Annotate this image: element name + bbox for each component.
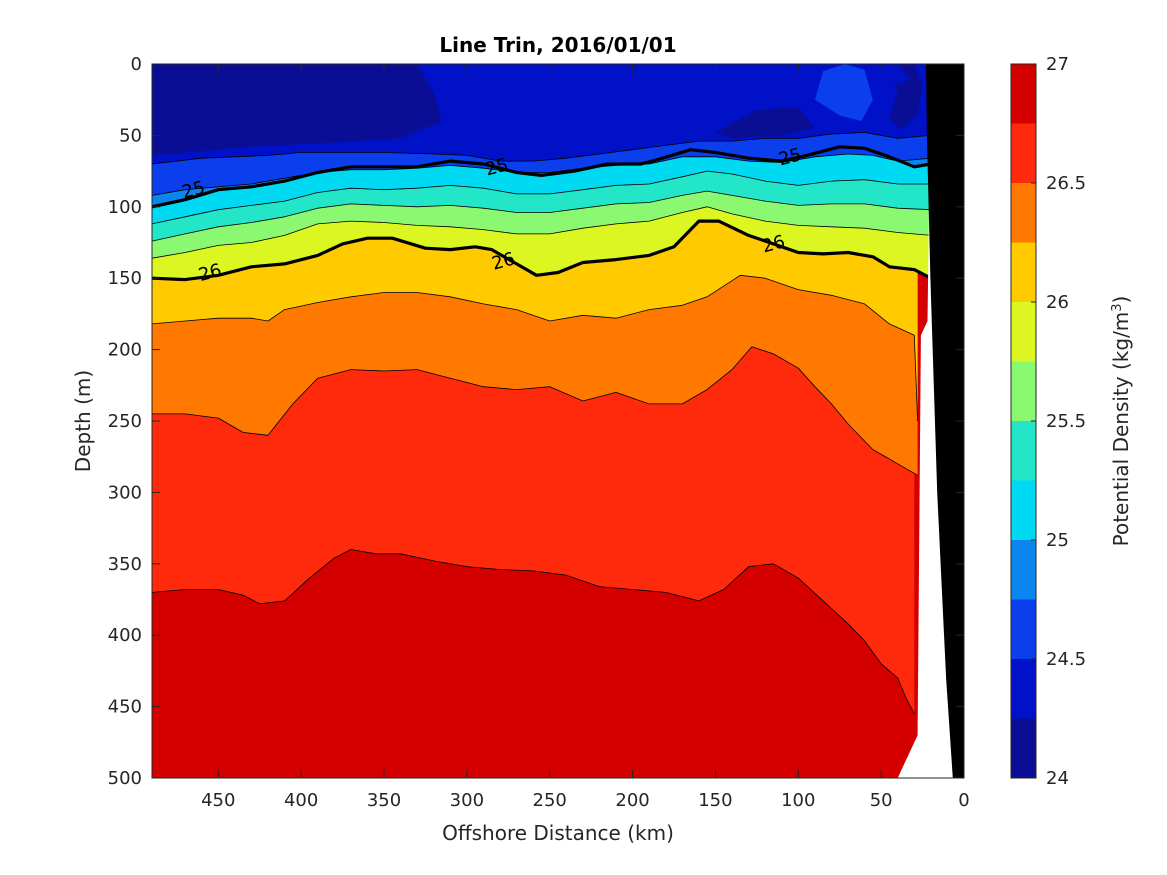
x-tick-label-150: 150	[698, 790, 732, 811]
isopycnal-25	[152, 145, 932, 209]
x-tick-label-100: 100	[781, 790, 815, 811]
x-tick-label-350: 350	[367, 790, 401, 811]
bathymetry-layer	[897, 64, 964, 778]
colorbar	[1010, 63, 1037, 779]
isopycnal-26	[152, 219, 932, 282]
y-tick-label-450: 450	[108, 697, 142, 718]
colorbar-segment-24.5	[1011, 599, 1036, 659]
isopycnal-25.5	[152, 190, 931, 242]
y-axis-label: Depth (m)	[71, 370, 95, 472]
isopycnal-26.75	[152, 549, 915, 714]
isopycnal-24.5	[152, 132, 931, 165]
isopycnal-24.75	[152, 153, 931, 196]
colorbar-segment-24	[1011, 718, 1036, 778]
colorbar-segment-26	[1011, 242, 1036, 302]
y-tick-label-100: 100	[108, 197, 142, 218]
isopycnal-25.75	[152, 206, 931, 259]
colorbar-segment-25.25	[1011, 421, 1036, 481]
colorbar-segment-25.75	[1011, 302, 1036, 362]
x-tick-label-200: 200	[615, 790, 649, 811]
isopycnal-26.5	[152, 346, 918, 476]
colorbar-tick-label-24: 24	[1046, 768, 1069, 789]
isopycnal-25.25	[152, 170, 931, 225]
x-axis-ticks: 450 400 350 300 250 200 150 100 50 0	[201, 64, 970, 811]
colorbar-tick-label-25.5: 25.5	[1046, 411, 1086, 432]
colorbar-segment-26.75	[1011, 64, 1036, 124]
x-tick-label-400: 400	[284, 790, 318, 811]
y-tick-label-250: 250	[108, 411, 142, 432]
colorbar-segment-26.5	[1011, 123, 1036, 183]
surface-patch-3	[814, 64, 873, 122]
x-tick-label-300: 300	[450, 790, 484, 811]
colorbar-tick-label-26: 26	[1046, 292, 1069, 313]
y-axis-ticks: 0 50 100 150 200 250 300 350 400 450 500	[108, 54, 964, 789]
colorbar-tick-label-26.5: 26.5	[1046, 173, 1086, 194]
x-tick-label-0: 0	[958, 790, 969, 811]
y-tick-label-300: 300	[108, 482, 142, 503]
chart-title: Line Trin, 2016/01/01	[439, 33, 676, 57]
surface-patch-4	[881, 64, 910, 84]
colorbar-segment-25	[1011, 480, 1036, 540]
colorbar-segment-24.75	[1011, 540, 1036, 600]
seafloor	[926, 64, 964, 778]
y-tick-label-500: 500	[108, 768, 142, 789]
colorbar-label: Potential Density (kg/m3)	[1109, 296, 1133, 547]
y-tick-label-0: 0	[131, 54, 142, 75]
colorbar-ticks: 24 24.5 25 25.5 26 26.5 27	[1031, 54, 1086, 789]
x-tick-label-450: 450	[201, 790, 235, 811]
colorbar-tick-label-25: 25	[1046, 530, 1069, 551]
colorbar-segment-24.25	[1011, 659, 1036, 719]
colorbar-tick-label-24.5: 24.5	[1046, 649, 1086, 670]
y-tick-label-150: 150	[108, 268, 142, 289]
y-tick-label-350: 350	[108, 554, 142, 575]
colorbar-segment-26.25	[1011, 183, 1036, 243]
y-tick-label-50: 50	[119, 125, 142, 146]
surface-patch-0	[152, 64, 442, 156]
isopycnal-26.25	[152, 274, 918, 422]
y-tick-label-200: 200	[108, 340, 142, 361]
x-axis-label: Offshore Distance (km)	[442, 821, 674, 845]
colorbar-tick-label-27: 27	[1046, 54, 1069, 75]
x-tick-label-50: 50	[870, 790, 893, 811]
isopycnal-lines	[152, 132, 932, 714]
colorbar-segment-25.5	[1011, 361, 1036, 421]
surface-patch-2	[715, 106, 815, 139]
x-tick-label-250: 250	[533, 790, 567, 811]
y-tick-label-400: 400	[108, 625, 142, 646]
